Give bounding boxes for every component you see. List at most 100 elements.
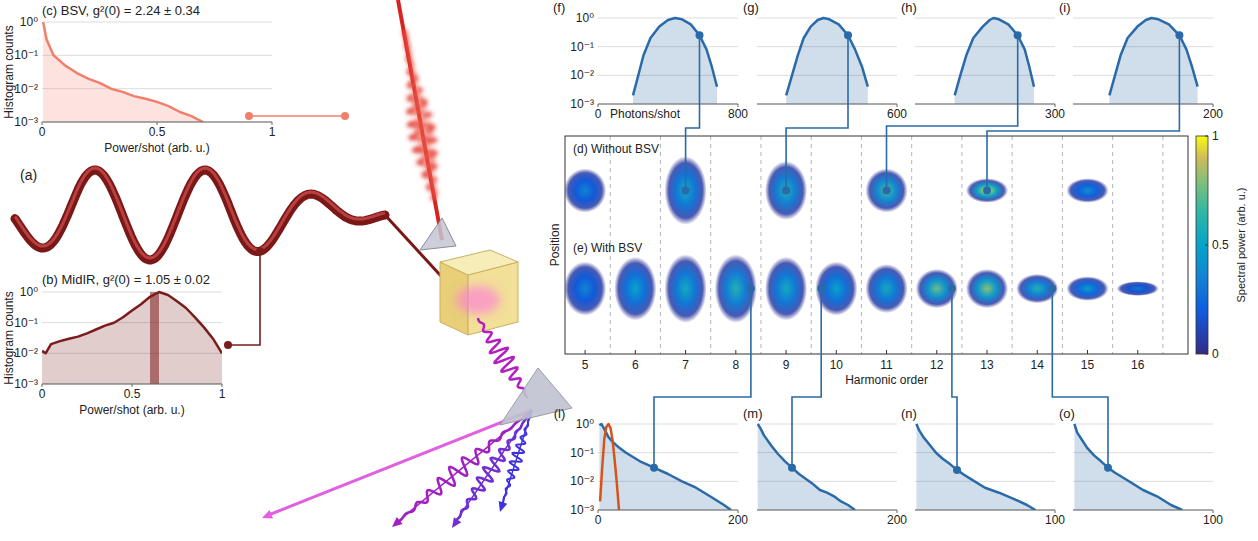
x-tick-label: 0 <box>595 107 602 121</box>
connector-dot <box>953 466 961 474</box>
histogram-area <box>758 424 855 510</box>
grid-line <box>598 510 738 511</box>
x-tick-label: 5 <box>582 358 589 372</box>
x-tick-label: 12 <box>930 358 944 372</box>
x-tick-label: 1 <box>219 387 226 401</box>
x-tick-label: 0 <box>39 387 46 401</box>
histogram-line <box>600 424 619 510</box>
grid-line <box>42 55 272 56</box>
panel-letter: (l) <box>554 406 566 421</box>
separator <box>911 136 912 354</box>
x-tick-label: 13 <box>980 358 994 372</box>
x-tick-label: 6 <box>632 358 639 372</box>
figure: (a)10⁰10⁻¹10⁻²10⁻³00.51Power/shot (arb. … <box>0 0 1258 541</box>
grid-line <box>1073 18 1213 19</box>
plot-data <box>1074 424 1182 510</box>
separator <box>660 136 661 354</box>
connector-dot <box>341 112 349 120</box>
harmonic-blob <box>865 264 907 313</box>
output-ray <box>454 410 532 524</box>
x-tick-label: 0 <box>595 513 602 527</box>
histogram-panel: 300(h) <box>901 0 1065 121</box>
connector <box>948 285 961 474</box>
histogram-line <box>42 292 222 353</box>
grid-line <box>915 104 1055 105</box>
y-axis-title: Histogram counts <box>2 291 16 384</box>
x-tick <box>786 350 787 354</box>
connector-dot <box>747 285 755 293</box>
y-tick-label: 10⁻² <box>570 474 594 488</box>
connector-line <box>228 251 260 345</box>
separator <box>710 136 711 354</box>
histogram-line <box>1109 18 1197 95</box>
histogram-line <box>1074 424 1182 510</box>
x-tick-label: 0.5 <box>149 125 166 139</box>
separator <box>1162 136 1163 354</box>
y-tick-label: 10⁻³ <box>570 503 594 517</box>
panel-title: (c) BSV, g²(0) = 2.24 ± 0.34 <box>42 3 200 18</box>
histogram-line <box>786 18 868 95</box>
y-tick-label: 10⁻³ <box>570 97 594 111</box>
x-tick-label: 100 <box>1045 513 1065 527</box>
bsv-beam <box>398 0 442 240</box>
harmonic-blob <box>565 168 606 212</box>
separator <box>1062 136 1063 354</box>
panel-letter: (g) <box>743 0 759 15</box>
histogram-panel: 100(o) <box>1059 406 1223 527</box>
grid-line <box>757 104 897 105</box>
x-tick <box>685 350 686 354</box>
plot-data <box>916 424 1035 510</box>
x-axis <box>915 104 1055 105</box>
colorbar-tick <box>1205 245 1208 246</box>
x-axis-title: Power/shot (arb. u.) <box>79 403 184 417</box>
histogram-area <box>43 22 203 122</box>
separator <box>1012 136 1013 354</box>
harmonic-blob <box>614 257 656 321</box>
grid-line <box>1073 510 1213 511</box>
histogram-panel: 600(g) <box>743 0 907 121</box>
connector-dot <box>1175 31 1183 39</box>
x-axis <box>598 104 738 105</box>
plot-data <box>955 18 1034 104</box>
harmonic-blob <box>1066 276 1108 301</box>
connector <box>782 31 852 194</box>
colorbar-tick <box>1205 354 1208 355</box>
connector-dot <box>782 187 790 195</box>
separator <box>961 136 962 354</box>
x-tick-label: 9 <box>783 358 790 372</box>
histogram-line <box>758 424 855 510</box>
x-axis-title: Power/shot (arb. u.) <box>104 141 209 155</box>
grid-line <box>42 22 272 23</box>
connector-line <box>249 115 345 117</box>
panel-letter: (o) <box>1059 406 1075 421</box>
x-tick-label: 16 <box>1131 358 1145 372</box>
y-tick-label: 10⁻³ <box>14 115 38 129</box>
grid-line <box>1073 424 1213 425</box>
grid-line <box>915 510 1055 511</box>
y-tick-label: 10⁻¹ <box>14 48 38 62</box>
harmonic-blob <box>664 254 706 323</box>
connector-line <box>686 35 700 190</box>
grid-line <box>1073 452 1213 453</box>
separator <box>1112 136 1113 354</box>
plot-data <box>633 18 717 104</box>
midir-wave-highlight <box>15 168 385 258</box>
connector-dot <box>1048 285 1056 293</box>
grid-line <box>915 424 1055 425</box>
x-tick <box>1137 350 1138 354</box>
spectrum-panel: (d) Without BSV(e) With BSV5678910111213… <box>548 129 1247 387</box>
histogram-panel: 10⁰10⁻¹10⁻²10⁻³0800Photons/shot(f) <box>553 0 748 121</box>
harmonic-blob <box>765 257 807 321</box>
harmonic-blob <box>966 269 1008 308</box>
x-tick <box>936 350 937 354</box>
y-tick-label: 10⁻¹ <box>570 446 594 460</box>
panel-letter: (m) <box>743 406 763 421</box>
y-tick-label: 10⁰ <box>576 11 594 25</box>
histogram-line <box>955 18 1034 95</box>
connector-dot <box>245 112 253 120</box>
plot-data <box>1109 18 1197 104</box>
x-tick <box>886 350 887 354</box>
separator <box>811 136 812 354</box>
histogram-panel: 10⁰10⁻¹10⁻²10⁻³00.51Power/shot (arb. u.)… <box>2 272 226 417</box>
x-tick-label: 7 <box>682 358 689 372</box>
